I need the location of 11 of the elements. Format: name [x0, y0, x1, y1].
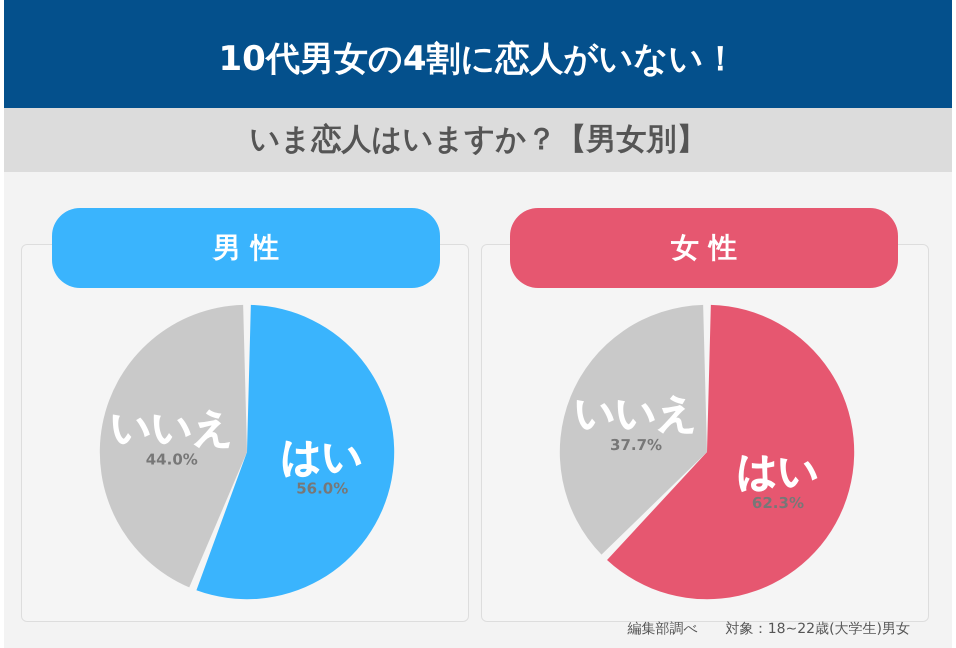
data-label: 62.3%: [752, 494, 804, 512]
data-label: 37.7%: [610, 436, 662, 454]
text: いま恋人はいますか？【男女別】: [4, 108, 952, 172]
slice-label: はい: [736, 448, 819, 494]
chart-title: 女 性: [510, 208, 898, 288]
slice-label: はい: [281, 434, 364, 480]
data-label: 56.0%: [296, 479, 348, 498]
text: 10代男女の4割に恋人がいない！: [4, 0, 952, 108]
chart-title: 男 性: [52, 208, 440, 288]
data-label: 44.0%: [146, 450, 198, 469]
text: 編集部調べ 対象：18~22歳(大学生)男女: [628, 620, 910, 638]
